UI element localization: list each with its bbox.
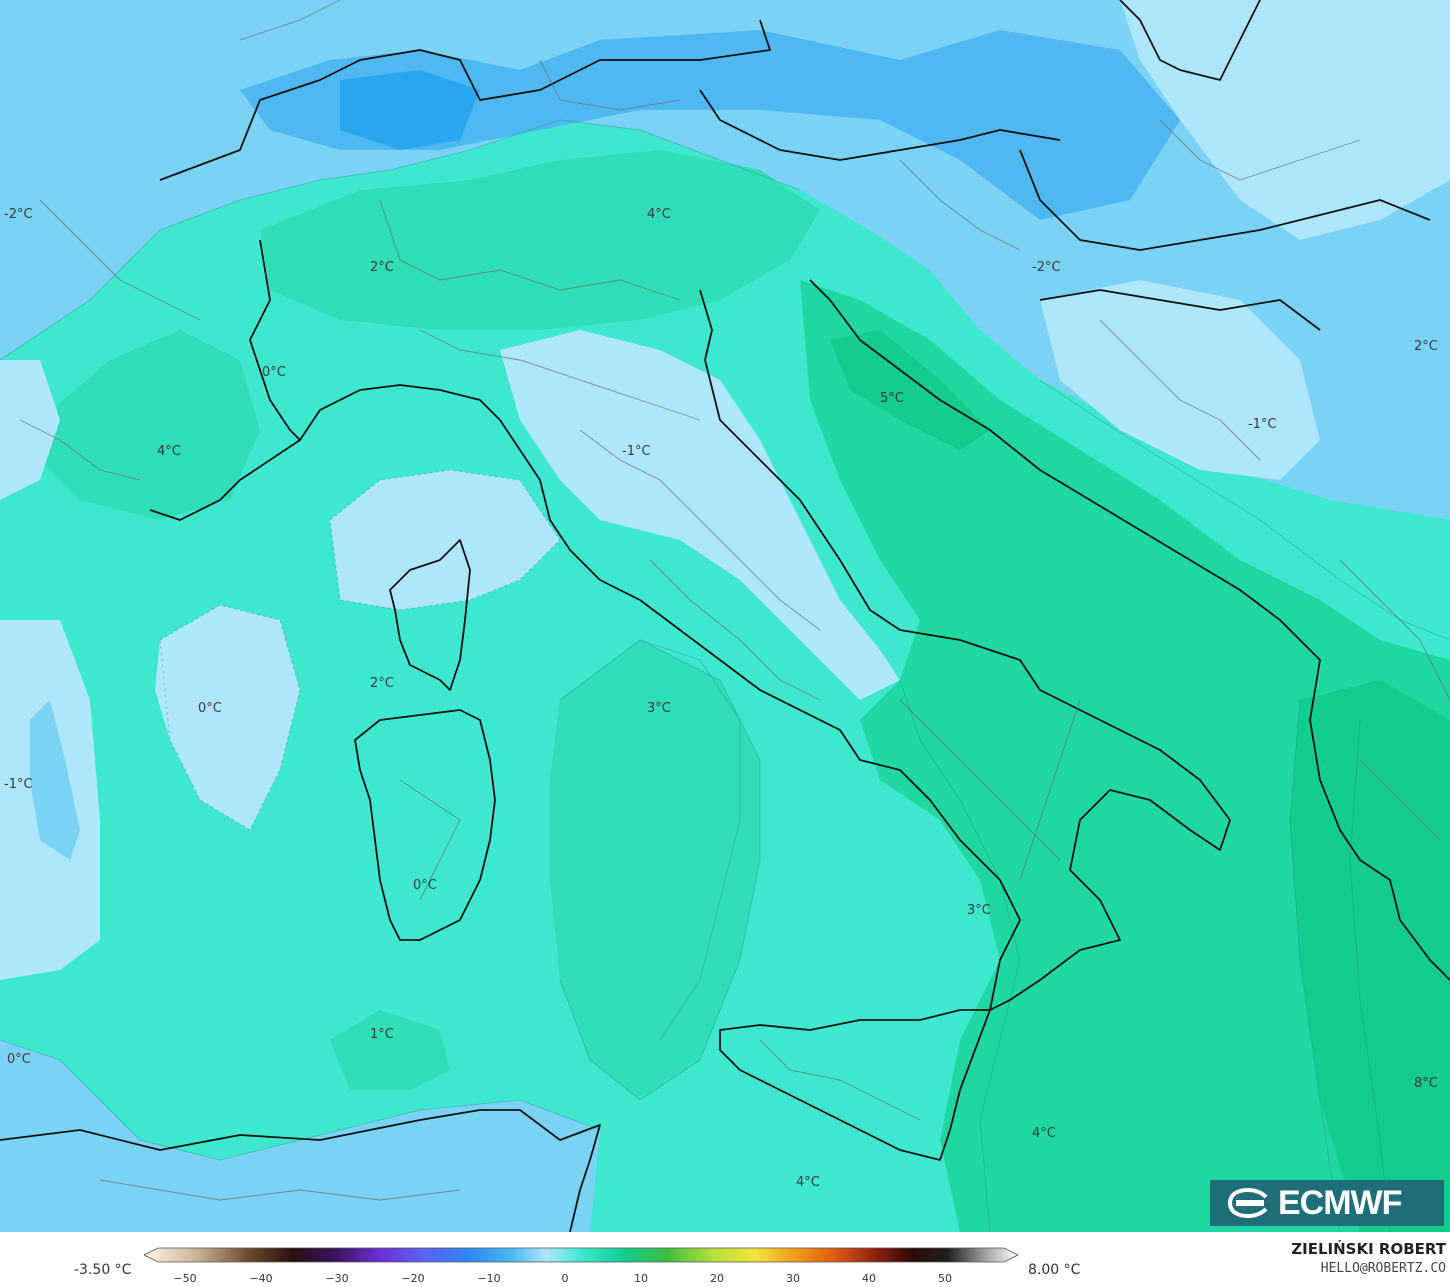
legend-max-label: 8.00 °C xyxy=(1028,1262,1081,1278)
temperature-map: -2°C 2°C 4°C 0°C -2°C 5°C 2°C -1°C -1°C … xyxy=(0,0,1450,1232)
legend-min-label: -3.50 °C xyxy=(74,1262,132,1278)
warm-region-france xyxy=(40,330,260,520)
warm-region-po-valley xyxy=(260,150,820,330)
ecmwf-logo: ECMWF xyxy=(1210,1180,1444,1226)
temp-label: 4°C xyxy=(647,207,671,222)
warmer-region-dalmatia xyxy=(830,330,990,450)
temp-label: 0°C xyxy=(262,365,286,380)
legend-tick: −30 xyxy=(325,1272,349,1285)
temp-label: 2°C xyxy=(1414,339,1438,354)
color-scale-bar xyxy=(144,1247,1018,1263)
temp-label: 4°C xyxy=(796,1175,820,1190)
legend-footer: -3.50 °C xyxy=(0,1232,1450,1287)
ecmwf-wave-icon xyxy=(1228,1188,1268,1218)
legend-tick: −20 xyxy=(401,1272,425,1285)
temp-label: 0°C xyxy=(198,701,222,716)
legend-tick: 20 xyxy=(710,1272,724,1285)
legend-tick: 40 xyxy=(862,1272,876,1285)
warm-region-tyrrhenian xyxy=(550,640,760,1100)
temp-label: -2°C xyxy=(1032,260,1061,275)
warm-region-sardinia-sea xyxy=(330,1010,450,1090)
legend-tick: 30 xyxy=(786,1272,800,1285)
legend-tick: 50 xyxy=(938,1272,952,1285)
legend-tick: 10 xyxy=(634,1272,648,1285)
colder-region-alps xyxy=(240,30,1180,220)
region-borders xyxy=(19,0,1450,1201)
warm-region-adriatic xyxy=(800,280,1450,1232)
temp-label: 3°C xyxy=(647,701,671,716)
temperature-labels: -2°C 2°C 4°C 0°C -2°C 5°C 2°C -1°C -1°C … xyxy=(4,207,1438,1190)
author-email: HELLO@ROBERTZ.CO xyxy=(1320,1261,1446,1276)
ecmwf-logo-text: ECMWF xyxy=(1278,1183,1402,1222)
cold-region-west-sea xyxy=(155,605,300,830)
temp-label: 1°C xyxy=(370,1027,394,1042)
coldest-region-alps xyxy=(340,70,480,150)
legend-tick: −10 xyxy=(477,1272,501,1285)
warmer-region-greece xyxy=(1290,680,1450,1232)
author-name: ZIELIŃSKI ROBERT xyxy=(1291,1240,1446,1258)
pale-region-east xyxy=(1120,0,1450,240)
cold-region-africa xyxy=(0,1040,600,1232)
temp-label: -2°C xyxy=(4,207,33,222)
temp-label: 4°C xyxy=(1032,1126,1056,1141)
temp-label: 2°C xyxy=(370,676,394,691)
temp-label: -1°C xyxy=(4,777,33,792)
legend-tick: 0 xyxy=(561,1272,569,1285)
temp-label: 3°C xyxy=(967,903,991,918)
temp-label: -1°C xyxy=(622,444,651,459)
legend-tick: −40 xyxy=(249,1272,273,1285)
temp-label: 0°C xyxy=(7,1052,31,1067)
cold-region-ligurian-sea xyxy=(330,470,560,610)
temp-label: 8°C xyxy=(1414,1076,1438,1091)
cold-region-central-italy xyxy=(500,330,900,700)
temp-label: 4°C xyxy=(157,444,181,459)
temp-label: 5°C xyxy=(880,391,904,406)
legend-tick: −50 xyxy=(173,1272,197,1285)
cold-region-west-edge xyxy=(0,360,60,500)
temp-label: 0°C xyxy=(413,878,437,893)
temp-label: -1°C xyxy=(1248,417,1277,432)
coastlines xyxy=(0,0,1450,1232)
temp-label: 2°C xyxy=(370,260,394,275)
contour-lines xyxy=(0,119,1450,1232)
cold-region-balearic xyxy=(30,700,80,860)
